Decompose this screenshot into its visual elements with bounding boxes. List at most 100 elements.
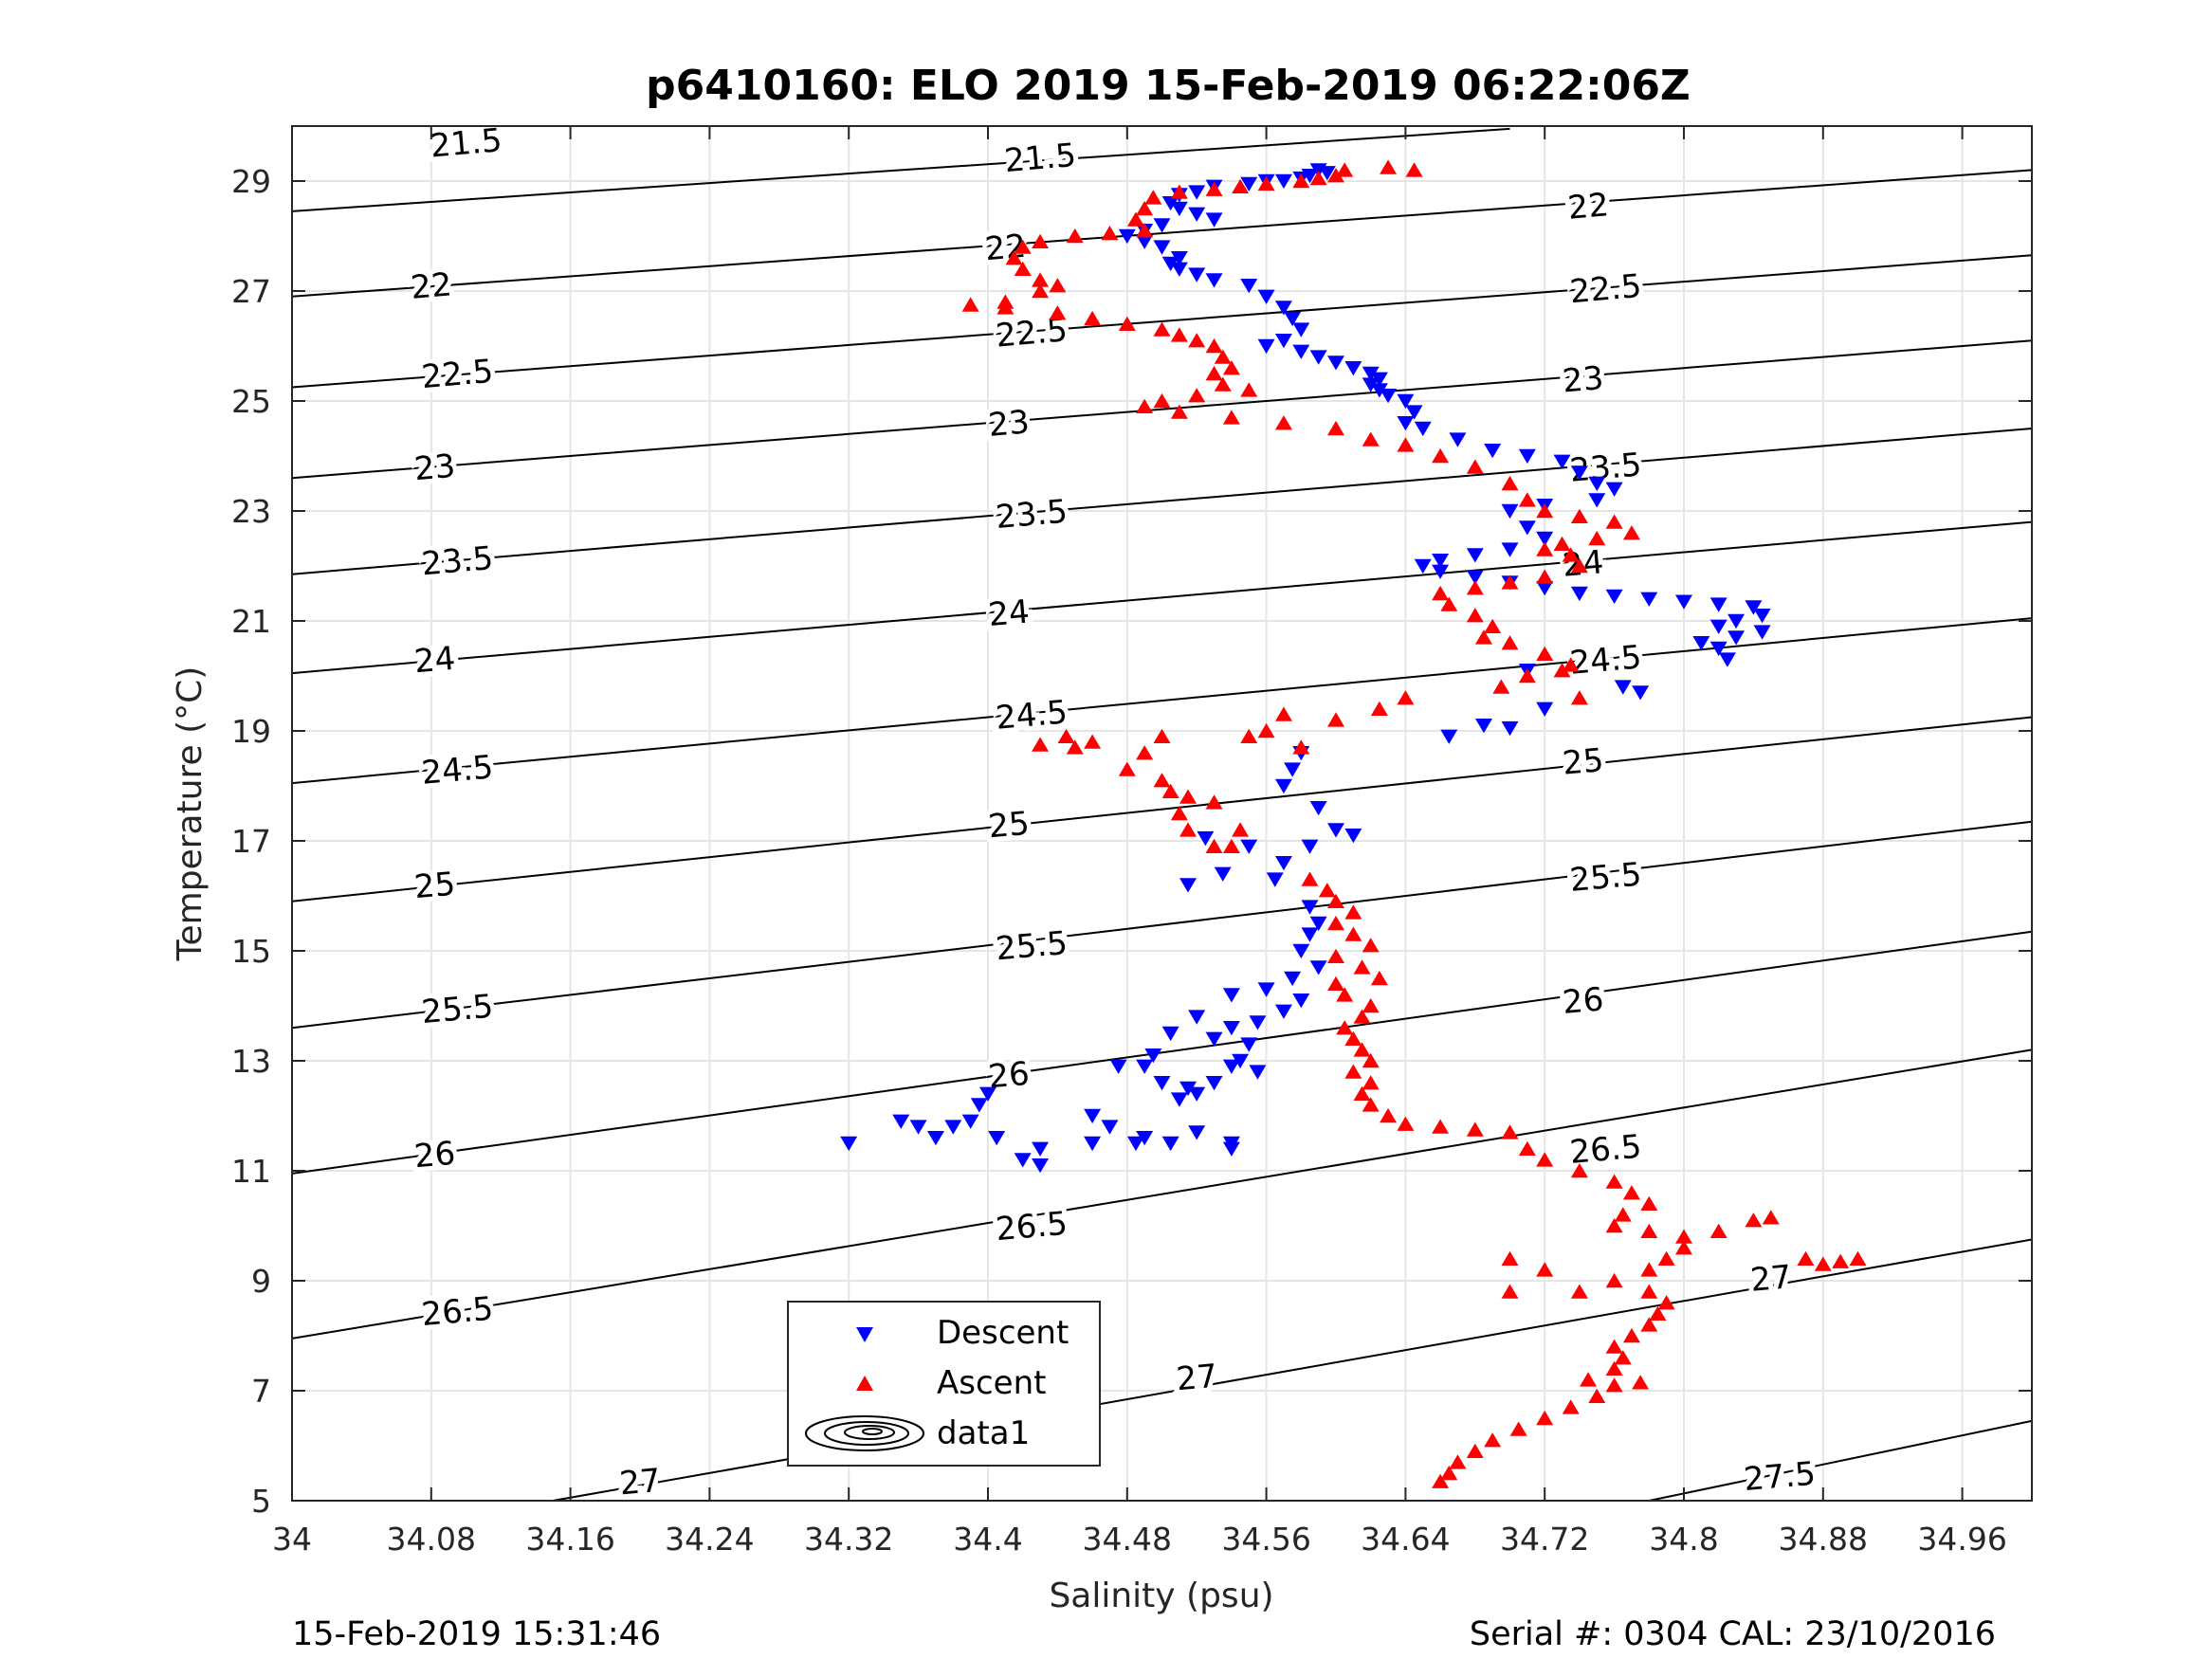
descent-point	[1588, 476, 1606, 492]
ascent-point	[1536, 569, 1554, 584]
ascent-point	[1214, 376, 1232, 392]
contour-label: 27	[1175, 1358, 1219, 1399]
descent-point	[1153, 240, 1171, 255]
ascent-point	[1066, 739, 1084, 755]
descent-point	[1222, 1141, 1240, 1157]
contour-line	[292, 520, 2032, 675]
descent-point	[1536, 531, 1554, 547]
contour-line	[292, 428, 2032, 575]
descent-point	[944, 1120, 962, 1135]
descent-point	[926, 1131, 944, 1146]
descent-point	[1101, 1120, 1119, 1135]
ascent-point	[1518, 492, 1536, 507]
descent-point	[1692, 636, 1710, 651]
y-tick-label: 23	[231, 493, 271, 530]
ascent-point	[1214, 349, 1232, 364]
legend-marker-ascent	[856, 1376, 873, 1391]
ascent-point	[1153, 773, 1171, 788]
descent-point	[1188, 1086, 1206, 1102]
contour-line	[292, 820, 2032, 1030]
plot-frame	[291, 125, 2033, 1502]
ascent-point	[1257, 175, 1275, 191]
ascent-point	[1397, 1116, 1415, 1131]
ascent-point	[1605, 1272, 1623, 1288]
ascent-point	[1797, 1250, 1815, 1266]
descent-point	[1014, 1153, 1032, 1168]
ascent-point	[1240, 382, 1258, 397]
ascent-point	[1344, 904, 1362, 920]
legend-label-descent: Descent	[937, 1314, 1069, 1352]
ascent-point	[1440, 1465, 1458, 1481]
descent-point	[1274, 173, 1292, 190]
descent-point	[1605, 482, 1623, 497]
descent-point	[1161, 256, 1179, 272]
ascent-point	[1292, 739, 1310, 755]
ascent-point	[1118, 761, 1136, 776]
contour-label: 27.5	[1743, 1455, 1818, 1499]
descent-point	[1257, 289, 1275, 304]
y-tick-label: 29	[231, 163, 271, 200]
ascent-point	[1057, 728, 1075, 743]
series-ascent	[961, 159, 1867, 1488]
ascent-point	[1605, 1217, 1623, 1233]
y-tick-label: 19	[231, 713, 271, 750]
descent-point	[1414, 558, 1432, 574]
ascent-point	[1570, 557, 1588, 574]
descent-point	[1284, 762, 1302, 777]
descent-point	[892, 1114, 910, 1129]
ascent-point	[1153, 321, 1171, 337]
plot-area	[292, 126, 2032, 1501]
descent-point	[1440, 729, 1458, 744]
descent-point	[1144, 1048, 1162, 1064]
descent-point	[1709, 619, 1728, 634]
x-tick-label: 34.96	[1917, 1521, 2006, 1558]
ascent-point	[1327, 712, 1344, 727]
descent-point	[1432, 564, 1450, 579]
ascent-point	[1327, 948, 1344, 963]
x-tick-label: 34.48	[1083, 1521, 1172, 1558]
ascent-point	[1605, 514, 1623, 529]
contour-label: 25	[1561, 741, 1605, 783]
ascent-point	[1397, 690, 1415, 705]
descent-point	[1466, 548, 1484, 563]
ascent-point	[1032, 233, 1050, 248]
descent-point	[961, 1114, 979, 1129]
descent-point	[1170, 201, 1188, 217]
ascent-point	[1632, 1375, 1650, 1390]
ascent-point	[1474, 629, 1492, 645]
descent-point	[1605, 589, 1623, 604]
ascent-point	[1562, 547, 1580, 562]
descent-point	[1240, 839, 1258, 854]
ascent-point	[1170, 327, 1188, 342]
ascent-point	[1170, 404, 1188, 419]
ascent-point	[1344, 1064, 1362, 1079]
ascent-point	[1640, 1284, 1658, 1299]
ascent-point	[1222, 838, 1240, 853]
ascent-point	[1274, 415, 1292, 430]
legend: Descent Ascent data1	[787, 1301, 1101, 1467]
ascent-point	[1570, 508, 1588, 523]
ascent-point	[1614, 1207, 1632, 1222]
descent-point	[1032, 1141, 1050, 1157]
ascent-point	[1501, 475, 1519, 491]
ascent-point	[1588, 1388, 1606, 1403]
y-tick-label: 21	[231, 603, 271, 640]
ascent-point	[1014, 239, 1032, 254]
contour-line	[292, 254, 2032, 389]
x-tick-label: 34.72	[1500, 1521, 1589, 1558]
ascent-point	[1327, 420, 1344, 436]
descent-point	[1188, 1125, 1206, 1140]
contour-label: 22	[410, 265, 454, 307]
descent-point	[1449, 432, 1467, 447]
ascent-point	[1570, 690, 1588, 705]
ascent-point	[1032, 737, 1050, 752]
y-tick-label: 25	[231, 383, 271, 420]
descent-point	[1344, 361, 1362, 376]
ascent-point	[1205, 365, 1223, 381]
y-tick-label: 15	[231, 933, 271, 970]
ascent-point	[1466, 1443, 1484, 1458]
descent-point	[1240, 176, 1258, 191]
descent-point	[1709, 597, 1728, 612]
descent-point	[1170, 251, 1188, 266]
